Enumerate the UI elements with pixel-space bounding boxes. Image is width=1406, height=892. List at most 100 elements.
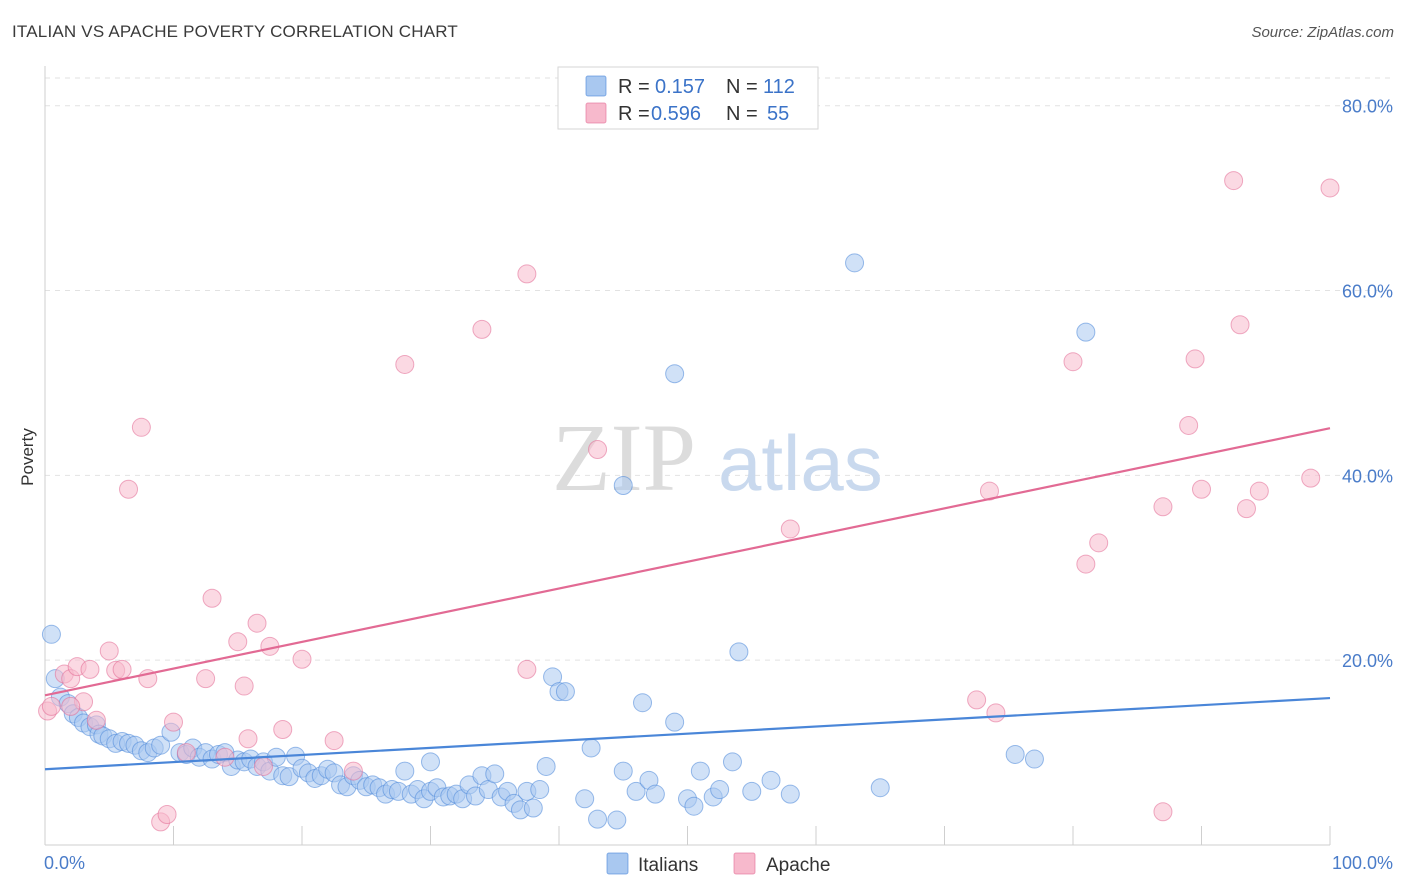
italians-points	[41, 253, 1096, 830]
italians-point	[530, 780, 550, 800]
apache-point	[61, 696, 81, 716]
apache-point	[780, 519, 800, 539]
apache-point	[517, 264, 537, 284]
apache-point	[202, 588, 222, 608]
apache-point	[1185, 349, 1205, 369]
bottom-legend-label-apache: Apache	[766, 855, 830, 876]
apache-point	[131, 417, 151, 437]
y-tick-label: 60.0%	[1342, 282, 1393, 302]
italians-point	[575, 789, 595, 809]
italians-point	[1076, 322, 1096, 342]
apache-point	[324, 731, 344, 751]
italians-point	[1024, 749, 1044, 769]
apache-point	[86, 710, 106, 730]
apache-point	[228, 632, 248, 652]
legend-n-value-apache: 55	[767, 103, 789, 125]
italians-point	[581, 738, 601, 758]
italians-point	[626, 781, 646, 801]
italians-point	[523, 798, 543, 818]
legend-swatch-italians	[585, 75, 607, 97]
apache-point	[1063, 352, 1083, 372]
apache-point	[99, 641, 119, 661]
apache-point	[273, 719, 293, 739]
apache-point	[80, 659, 100, 679]
apache-point	[1320, 178, 1340, 198]
y-axis-label: Poverty	[18, 428, 37, 486]
apache-point	[292, 649, 312, 669]
italians-point	[761, 770, 781, 790]
apache-point	[112, 659, 132, 679]
apache-point	[986, 703, 1006, 723]
x-tick-label-max: 100.0%	[1332, 853, 1393, 873]
legend-bottom: Italians Apache	[606, 852, 830, 876]
apache-point	[588, 439, 608, 459]
apache-point	[157, 805, 177, 825]
legend-top: R = 0.157 N = 112 R = 0.596 N = 55	[557, 66, 819, 130]
legend-n-value-italians: 112	[763, 76, 795, 98]
apache-point	[343, 761, 363, 781]
legend-r-label-apache: R =	[618, 103, 650, 125]
apache-point	[1153, 497, 1173, 517]
legend-r-value-apache: 0.596	[651, 103, 701, 125]
italians-point	[421, 752, 440, 772]
apache-point	[238, 729, 258, 749]
legend-n-label-italians: N =	[726, 76, 758, 98]
italians-point	[151, 735, 171, 755]
apache-point	[1224, 171, 1244, 191]
apache-point	[1192, 479, 1211, 499]
apache-point	[234, 676, 254, 696]
legend-r-value-italians: 0.157	[655, 76, 705, 98]
italians-point	[845, 253, 865, 273]
apache-point	[1089, 533, 1109, 553]
apache-point	[1301, 468, 1321, 488]
grid-lines	[45, 77, 1392, 661]
italians-point	[588, 809, 608, 829]
italians-point	[710, 780, 730, 800]
italians-point	[633, 693, 653, 713]
apache-point	[253, 756, 273, 776]
italians-point	[395, 761, 415, 781]
apache-point	[967, 690, 987, 710]
italians-point	[665, 712, 685, 732]
apache-point	[164, 712, 183, 732]
apache-point	[247, 613, 267, 633]
apache-point	[1076, 554, 1096, 574]
trend-lines	[44, 427, 1331, 771]
legend-n-label-apache: N =	[726, 103, 758, 125]
apache-trend-line	[44, 427, 1331, 697]
watermark-atlas: atlas	[718, 419, 883, 507]
apache-point	[215, 747, 235, 767]
y-tick-label: 40.0%	[1342, 466, 1393, 486]
legend-swatch-apache	[585, 102, 607, 124]
legend-r-label-italians: R =	[618, 76, 650, 98]
italians-point	[690, 761, 710, 781]
italians-point	[722, 752, 742, 772]
italians-point	[607, 810, 627, 830]
x-tick-labels: 0.0% 100.0%	[44, 853, 1393, 873]
apache-point	[119, 479, 139, 499]
italians-point	[41, 624, 61, 644]
italians-point	[613, 476, 633, 496]
italians-point	[645, 784, 665, 804]
x-tick-label-min: 0.0%	[44, 853, 85, 873]
apache-point	[1179, 415, 1199, 435]
bottom-legend-swatch-apache	[733, 852, 756, 875]
bottom-legend-label-italians: Italians	[638, 855, 698, 876]
italians-point	[665, 364, 685, 384]
italians-trend-line	[44, 696, 1331, 771]
apache-point	[196, 669, 216, 689]
source-label: Source: ZipAtlas.com	[1251, 24, 1394, 41]
italians-point	[780, 784, 800, 804]
apache-point	[1153, 802, 1173, 822]
italians-point	[1005, 744, 1025, 764]
apache-point	[1249, 481, 1269, 501]
chart-title: ITALIAN VS APACHE POVERTY CORRELATION CH…	[12, 22, 458, 41]
italians-point	[729, 642, 749, 662]
apache-point	[395, 354, 415, 374]
italians-point	[485, 764, 505, 784]
apache-point	[1236, 499, 1256, 519]
italians-point	[555, 682, 575, 702]
italians-point	[742, 781, 762, 801]
y-tick-label: 80.0%	[1342, 97, 1393, 117]
